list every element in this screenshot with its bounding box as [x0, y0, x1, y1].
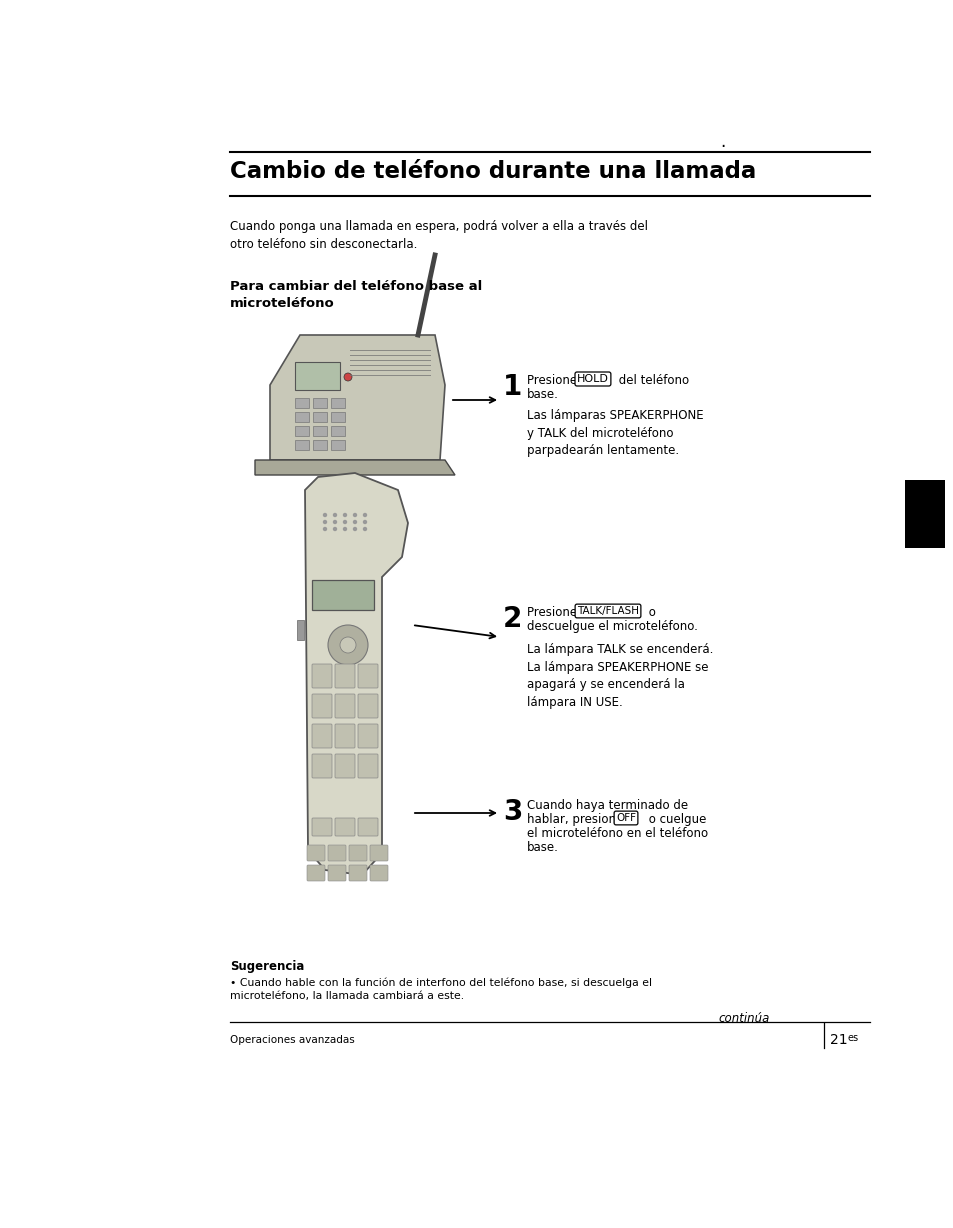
Polygon shape	[254, 460, 455, 475]
Circle shape	[362, 527, 367, 532]
Text: Presione: Presione	[526, 375, 580, 387]
Text: Presione: Presione	[526, 605, 580, 619]
FancyBboxPatch shape	[370, 845, 388, 861]
Bar	[294, 398, 309, 408]
FancyBboxPatch shape	[335, 818, 355, 836]
Text: o: o	[644, 605, 655, 619]
FancyBboxPatch shape	[335, 754, 355, 779]
FancyBboxPatch shape	[357, 818, 377, 836]
Text: Cuando haya terminado de: Cuando haya terminado de	[526, 799, 687, 812]
Bar	[294, 413, 309, 422]
Bar	[331, 440, 345, 449]
Text: 3: 3	[502, 798, 522, 826]
Bar	[294, 440, 309, 449]
FancyBboxPatch shape	[349, 845, 367, 861]
FancyBboxPatch shape	[357, 664, 377, 688]
Circle shape	[344, 373, 352, 381]
FancyBboxPatch shape	[307, 865, 325, 880]
FancyBboxPatch shape	[335, 664, 355, 688]
Circle shape	[322, 519, 327, 524]
Circle shape	[322, 527, 327, 532]
Bar	[331, 426, 345, 436]
FancyBboxPatch shape	[357, 754, 377, 779]
Bar	[331, 413, 345, 422]
Text: ·: ·	[720, 138, 724, 156]
Text: Operaciones avanzadas: Operaciones avanzadas	[920, 586, 930, 710]
Bar	[904, 480, 944, 548]
FancyBboxPatch shape	[357, 694, 377, 718]
Text: es: es	[847, 1033, 859, 1043]
Circle shape	[342, 519, 347, 524]
Circle shape	[353, 527, 356, 532]
FancyBboxPatch shape	[312, 664, 332, 688]
Circle shape	[333, 513, 336, 517]
Circle shape	[322, 513, 327, 517]
Text: OFF: OFF	[616, 813, 636, 823]
Text: Operaciones avanzadas: Operaciones avanzadas	[230, 1035, 355, 1045]
Text: base.: base.	[526, 841, 558, 853]
Text: 21: 21	[829, 1033, 846, 1047]
Text: continúa: continúa	[718, 1012, 768, 1025]
Circle shape	[353, 519, 356, 524]
Circle shape	[362, 519, 367, 524]
Polygon shape	[305, 473, 408, 876]
Text: hablar, presione: hablar, presione	[526, 813, 626, 826]
Bar	[313, 398, 327, 408]
Circle shape	[333, 527, 336, 532]
Text: 1: 1	[502, 373, 521, 402]
Bar	[313, 426, 327, 436]
Text: Las lámparas SPEAKERPHONE
y TALK del microteléfono
parpadearán lentamente.: Las lámparas SPEAKERPHONE y TALK del mic…	[526, 409, 703, 457]
Bar	[331, 398, 345, 408]
Text: HOLD: HOLD	[577, 375, 608, 384]
Text: 2: 2	[502, 605, 522, 632]
Text: Cuando ponga una llamada en espera, podrá volver a ella a través del
otro teléfo: Cuando ponga una llamada en espera, podr…	[230, 220, 647, 251]
Text: base.: base.	[526, 388, 558, 402]
Circle shape	[353, 513, 356, 517]
Circle shape	[362, 513, 367, 517]
Circle shape	[339, 637, 355, 653]
FancyBboxPatch shape	[312, 694, 332, 718]
FancyBboxPatch shape	[349, 865, 367, 880]
FancyBboxPatch shape	[312, 754, 332, 779]
FancyBboxPatch shape	[312, 818, 332, 836]
FancyBboxPatch shape	[307, 845, 325, 861]
Text: Para cambiar del teléfono base al
microteléfono: Para cambiar del teléfono base al microt…	[230, 280, 482, 309]
Polygon shape	[270, 335, 444, 460]
Bar	[296, 620, 304, 640]
FancyBboxPatch shape	[357, 725, 377, 748]
Text: Sugerencia: Sugerencia	[230, 960, 304, 973]
Text: TALK/FLASH: TALK/FLASH	[577, 605, 639, 616]
Text: La lámpara TALK se encenderá.
La lámpara SPEAKERPHONE se
apagará y se encenderá : La lámpara TALK se encenderá. La lámpara…	[526, 643, 713, 709]
Text: descuelgue el microteléfono.: descuelgue el microteléfono.	[526, 620, 698, 632]
Circle shape	[342, 513, 347, 517]
Text: el microteléfono en el teléfono: el microteléfono en el teléfono	[526, 826, 707, 840]
Circle shape	[333, 519, 336, 524]
Bar	[294, 362, 339, 391]
FancyBboxPatch shape	[335, 725, 355, 748]
FancyBboxPatch shape	[328, 865, 346, 880]
Circle shape	[342, 527, 347, 532]
Circle shape	[328, 625, 368, 666]
FancyBboxPatch shape	[328, 845, 346, 861]
Bar	[294, 426, 309, 436]
Text: o cuelgue: o cuelgue	[644, 813, 705, 826]
Bar	[313, 440, 327, 449]
Text: • Cuando hable con la función de interfono del teléfono base, si descuelga el
mi: • Cuando hable con la función de interfo…	[230, 977, 651, 1001]
FancyBboxPatch shape	[370, 865, 388, 880]
Bar	[313, 413, 327, 422]
FancyBboxPatch shape	[335, 694, 355, 718]
Text: del teléfono: del teléfono	[615, 375, 688, 387]
Text: Cambio de teléfono durante una llamada: Cambio de teléfono durante una llamada	[230, 160, 756, 183]
Bar	[312, 580, 374, 610]
FancyBboxPatch shape	[312, 725, 332, 748]
